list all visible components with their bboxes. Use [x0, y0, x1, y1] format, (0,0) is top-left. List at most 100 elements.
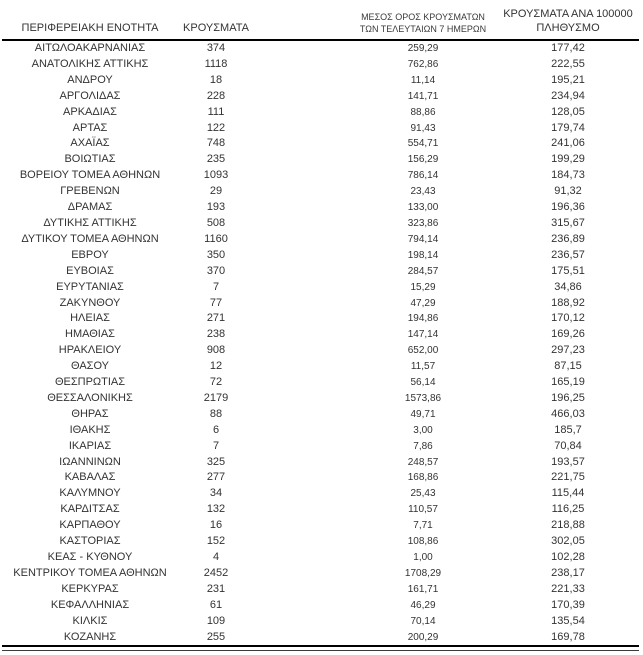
header-regional-unit: ΠΕΡΙΦΕΡΕΙΑΚΗ ΕΝΟΤΗΤΑ [2, 7, 178, 41]
avg-7day-cell: 7,71 [413, 520, 433, 532]
avg-7day-cell: 554,71 [407, 138, 439, 150]
table-row: ΔΡΑΜΑΣ 193 133,00 196,36 [2, 200, 639, 216]
avg-7day-cell: 46,29 [410, 599, 436, 611]
table-row: ΙΩΑΝΝΙΝΩΝ 325 248,57 193,57 [2, 455, 639, 471]
per-100k-cell: 221,33 [551, 582, 585, 595]
header-avg-7day-line1: ΜΕΣΟΣ ΟΡΟΣ ΚΡΟΥΣΜΑΤΩΝ [361, 12, 485, 22]
per-100k-cell: 199,29 [551, 153, 585, 166]
avg-7day-cell: 110,57 [408, 504, 438, 516]
cases-cell: 748 [206, 137, 226, 150]
table-row: ΗΜΑΘΙΑΣ 238 147,14 169,26 [2, 327, 639, 343]
cases-cell: 2452 [203, 566, 229, 579]
table-row: ΑΝΔΡΟΥ 18 11,14 195,21 [2, 73, 639, 89]
cases-cell: 325 [206, 455, 226, 468]
per-100k-cell: 241,06 [551, 137, 585, 150]
per-100k-cell: 302,05 [551, 535, 585, 548]
table-row: ΚΕΦΑΛΛΗΝΙΑΣ 61 46,29 170,39 [2, 598, 639, 614]
per-100k-cell: 234,94 [551, 89, 585, 102]
avg-7day-cell: 1573,86 [404, 392, 442, 404]
cases-cell: 29 [209, 185, 223, 198]
cases-cell: 109 [206, 614, 226, 627]
table-bottom-rule [2, 650, 639, 652]
table-row: ΚΑΒΑΛΑΣ 277 168,86 221,75 [2, 470, 639, 486]
per-100k-cell: 115,44 [551, 487, 585, 500]
cases-cell: 238 [206, 328, 226, 341]
avg-7day-cell: 168,86 [407, 472, 439, 484]
table-row: ΑΝΑΤΟΛΙΚΗΣ ΑΤΤΙΚΗΣ 1118 762,86 222,55 [2, 57, 639, 73]
region-cell: ΘΕΣΠΡΩΤΙΑΣ [54, 376, 126, 389]
header-row: ΠΕΡΙΦΕΡΕΙΑΚΗ ΕΝΟΤΗΤΑ ΚΡΟΥΣΜΑΤΑ ΜΕΣΟΣ ΟΡΟ… [2, 7, 639, 41]
region-cell: ΑΙΤΩΛΟΑΚΑΡΝΑΝΙΑΣ [34, 42, 146, 54]
per-100k-cell: 128,05 [551, 105, 585, 118]
per-100k-cell: 315,67 [551, 216, 585, 229]
region-cell: ΔΡΑΜΑΣ [67, 201, 113, 214]
avg-7day-cell: 88,86 [410, 106, 436, 118]
cases-cell: 6 [212, 423, 220, 436]
header-per-100k-line1: ΚΡΟΥΣΜΑΤΑ ΑΝΑ 100000 [503, 8, 633, 20]
avg-7day-cell: 194,86 [407, 313, 439, 325]
region-cell: ΕΥΡΥΤΑΝΙΑΣ [56, 280, 124, 293]
header-per-100k-line2: ΠΛΗΘΥΣΜΟ [536, 22, 600, 34]
table-row: ΙΚΑΡΙΑΣ 7 7,86 70,84 [2, 439, 639, 455]
cases-cell: 4 [212, 551, 220, 563]
per-100k-cell: 238,17 [551, 566, 585, 579]
per-100k-cell: 169,26 [551, 328, 585, 341]
table-row: ΖΑΚΥΝΘΟΥ 77 47,29 188,92 [2, 296, 639, 312]
region-cell: ΚΕΑΣ - ΚΥΘΝΟΥ [47, 551, 133, 563]
cases-cell: 61 [209, 598, 223, 611]
table-row: ΚΑΣΤΟΡΙΑΣ 152 108,86 302,05 [2, 534, 639, 550]
avg-7day-cell: 47,29 [410, 297, 436, 309]
table-row: ΑΡΚΑΔΙΑΣ 111 88,86 128,05 [2, 105, 639, 121]
cases-cell: 235 [206, 153, 226, 166]
avg-7day-cell: 161,71 [407, 583, 439, 595]
per-100k-cell: 184,73 [551, 169, 585, 182]
cases-cell: 1160 [204, 232, 228, 245]
per-100k-cell: 236,89 [551, 232, 585, 245]
per-100k-cell: 70,84 [554, 439, 582, 452]
per-100k-cell: 170,12 [551, 312, 585, 325]
region-cell: ΑΝΔΡΟΥ [67, 73, 113, 86]
avg-7day-cell: 133,00 [407, 202, 439, 214]
region-cell: ΔΥΤΙΚΟΥ ΤΟΜΕΑ ΑΘΗΝΩΝ [21, 232, 159, 245]
per-100k-cell: 221,75 [551, 471, 585, 484]
region-cell: ΒΟΙΩΤΙΑΣ [64, 153, 116, 166]
table-row: ΑΡΓΟΛΙΔΑΣ 228 141,71 234,94 [2, 89, 639, 105]
per-100k-cell: 165,19 [551, 376, 585, 389]
per-100k-cell: 170,39 [551, 598, 585, 611]
avg-7day-cell: 11,14 [410, 74, 436, 86]
cases-cell: 231 [206, 582, 226, 595]
header-per-100k: ΚΡΟΥΣΜΑΤΑ ΑΝΑ 100000 ΠΛΗΘΥΣΜΟ [497, 7, 639, 41]
region-cell: ΓΡΕΒΕΝΩΝ [60, 185, 120, 198]
per-100k-cell: 135,54 [551, 614, 585, 627]
cases-cell: 271 [206, 312, 226, 325]
region-cell: ΑΝΑΤΟΛΙΚΗΣ ΑΤΤΙΚΗΣ [31, 57, 149, 70]
table-row: ΕΥΒΟΙΑΣ 370 284,57 175,51 [2, 264, 639, 280]
avg-7day-cell: 56,14 [410, 377, 436, 389]
per-100k-cell: 188,92 [551, 296, 585, 309]
region-cell: ΗΛΕΙΑΣ [70, 312, 110, 325]
avg-7day-cell: 198,14 [407, 249, 439, 261]
table-row: ΒΟΙΩΤΙΑΣ 235 156,29 199,29 [2, 152, 639, 168]
table-row: ΚΟΖΑΝΗΣ 255 200,29 169,78 [2, 629, 639, 648]
region-cell: ΙΚΑΡΙΑΣ [68, 439, 112, 452]
cases-cell: 7 [212, 439, 220, 452]
region-cell: ΔΥΤΙΚΗΣ ΑΤΤΙΚΗΣ [43, 216, 137, 229]
cases-cell: 122 [206, 121, 226, 134]
cases-cell: 34 [209, 487, 223, 500]
header-avg-7day: ΜΕΣΟΣ ΟΡΟΣ ΚΡΟΥΣΜΑΤΩΝ ΤΩΝ ΤΕΛΕΥΤΑΙΩΝ 7 Η… [254, 7, 497, 41]
per-100k-cell: 102,28 [551, 551, 585, 563]
cases-cell: 132 [206, 503, 226, 516]
per-100k-cell: 218,88 [551, 519, 585, 532]
table-row: ΚΙΛΚΙΣ 109 70,14 135,54 [2, 614, 639, 630]
region-cell: ΗΡΑΚΛΕΙΟΥ [58, 344, 122, 357]
region-cell: ΙΩΑΝΝΙΝΩΝ [59, 455, 121, 468]
per-100k-cell: 116,25 [551, 503, 585, 516]
cases-cell: 18 [209, 73, 223, 86]
table-row: ΗΛΕΙΑΣ 271 194,86 170,12 [2, 311, 639, 327]
header-regional-unit-label: ΠΕΡΙΦΕΡΕΙΑΚΗ ΕΝΟΤΗΤΑ [21, 22, 159, 34]
per-100k-cell: 466,03 [551, 407, 585, 420]
cases-cell: 370 [206, 264, 226, 277]
table-row: ΕΥΡΥΤΑΝΙΑΣ 7 15,29 34,86 [2, 280, 639, 296]
table-row: ΑΧΑΪΑΣ 748 554,71 241,06 [2, 136, 639, 152]
cases-cell: 152 [206, 535, 226, 548]
